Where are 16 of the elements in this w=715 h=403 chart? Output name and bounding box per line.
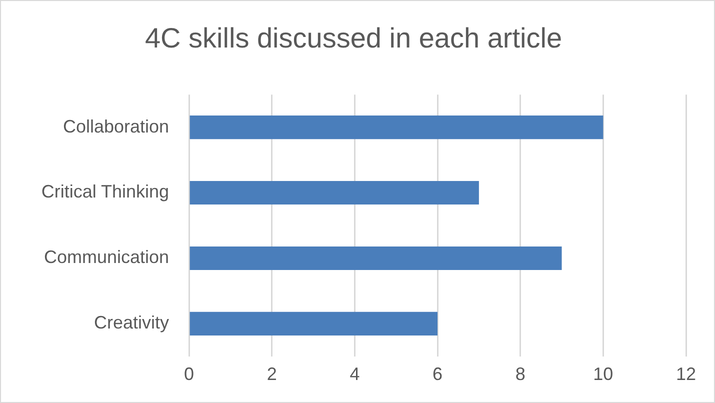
bar bbox=[190, 246, 562, 270]
x-tick-label: 6 bbox=[432, 364, 443, 384]
x-tick-label: 12 bbox=[676, 364, 696, 384]
x-tick-label: 0 bbox=[184, 364, 194, 384]
x-tick-label: 8 bbox=[515, 364, 526, 384]
bar bbox=[190, 116, 604, 140]
x-tick-label: 10 bbox=[593, 364, 614, 384]
y-tick-label: Collaboration bbox=[62, 116, 170, 136]
bar bbox=[190, 312, 438, 336]
y-tick-label: Communication bbox=[44, 247, 170, 268]
x-tick-label: 4 bbox=[350, 364, 360, 384]
x-tick-label: 2 bbox=[266, 364, 277, 384]
chart-title: 4C skills discussed in each article bbox=[144, 22, 562, 54]
y-tick-label: Critical Thinking bbox=[41, 182, 170, 202]
bar bbox=[190, 180, 479, 205]
y-tick-label: Creativity bbox=[94, 312, 170, 333]
